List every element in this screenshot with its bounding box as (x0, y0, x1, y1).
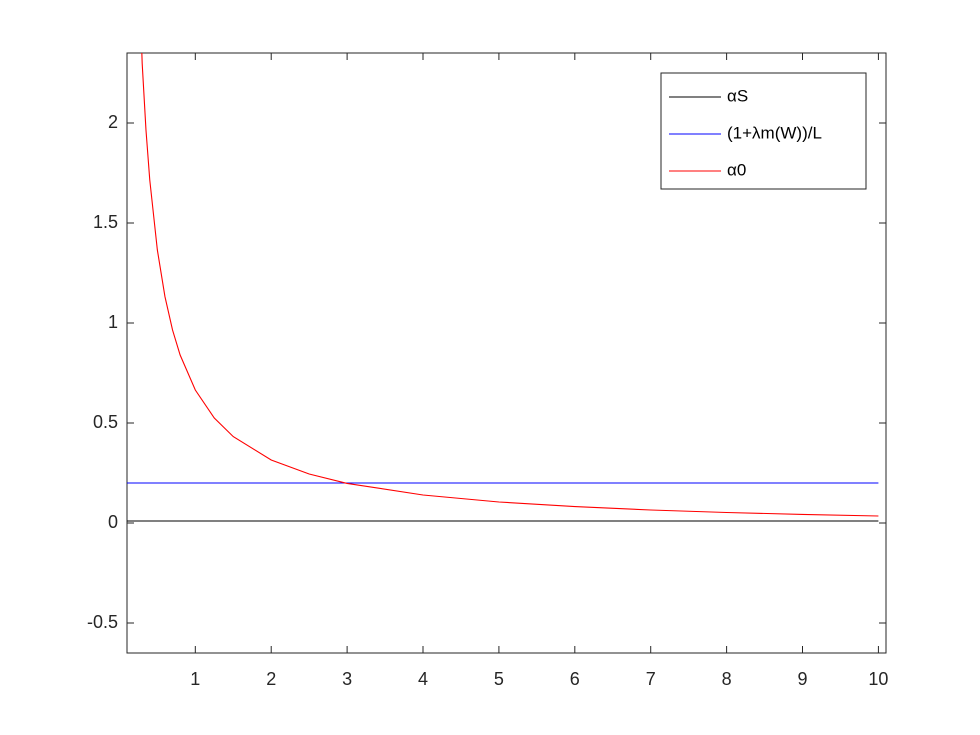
plot-lines (127, 53, 879, 522)
x-tick-label: 9 (798, 669, 808, 689)
y-tick-label: 0 (108, 512, 118, 532)
y-tick-label: 1.5 (93, 212, 118, 232)
x-tick-label: 4 (418, 669, 428, 689)
x-tick-label: 1 (190, 669, 200, 689)
x-tick-label: 3 (342, 669, 352, 689)
legend-label: (1+λm(W))/L (727, 123, 822, 142)
x-tick-label: 5 (494, 669, 504, 689)
x-tick-label: 8 (722, 669, 732, 689)
legend-label: αS (727, 86, 748, 105)
legend-label: α0 (727, 160, 746, 179)
series-line (141, 53, 879, 517)
y-tick-label: 2 (108, 112, 118, 132)
x-tick-label: 6 (570, 669, 580, 689)
y-tick-label: 0.5 (93, 412, 118, 432)
y-tick-label: -0.5 (87, 612, 118, 632)
x-tick-label: 7 (646, 669, 656, 689)
x-tick-label: 2 (266, 669, 276, 689)
legend-box (660, 72, 867, 190)
y-tick-label: 1 (108, 312, 118, 332)
x-tick-label: 10 (868, 669, 888, 689)
